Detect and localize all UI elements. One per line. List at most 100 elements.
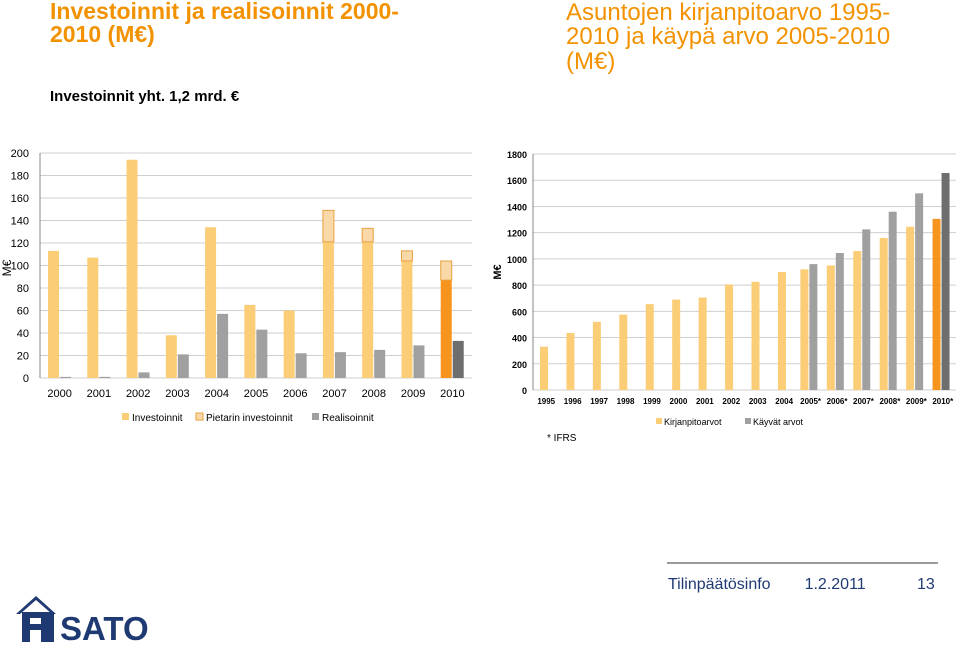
left-y-tick-label: 140 <box>11 216 29 228</box>
left-y-tick-label: 80 <box>17 283 29 295</box>
right-y-tick-label: 800 <box>512 281 527 291</box>
left-y-tick-label: 60 <box>17 306 29 318</box>
investoinnit-bar <box>244 304 256 378</box>
investoinnit-bar <box>48 250 59 378</box>
left-y-tick-label: 100 <box>11 261 29 273</box>
right-y-tick-label: 400 <box>512 334 527 344</box>
right-x-tick-label: 2009* <box>906 397 928 406</box>
kirjanpitoarvo-bar <box>645 304 654 390</box>
kirjanpitoarvo-bar <box>566 332 575 390</box>
right-y-tick-label: 600 <box>512 307 527 317</box>
right-y-tick-label: 1200 <box>507 229 527 239</box>
kirjanpitoarvo-bar <box>777 272 786 390</box>
realisoinnit-bar <box>452 340 464 378</box>
footer-divider <box>667 562 938 564</box>
realisoinnit-bar <box>334 352 346 378</box>
kayva-arvo-bar <box>941 173 950 390</box>
kirjanpitoarvo-bar <box>725 284 734 390</box>
right-x-tick-label: 2002 <box>722 397 740 406</box>
left-x-tick-label: 2007 <box>322 388 346 400</box>
page-number: 13 <box>917 576 935 593</box>
left-x-tick-label: 2005 <box>244 388 268 400</box>
footer-date: 1.2.2011 <box>804 576 866 593</box>
investoinnit-bar <box>126 159 138 378</box>
right-legend-label: Kirjanpitoarvot <box>664 417 722 427</box>
kirjanpitoarvo-bar <box>540 346 548 390</box>
right-legend-swatch <box>745 418 751 424</box>
kirjanpitoarvo-bar <box>853 251 862 390</box>
kirjanpitoarvo-bar <box>751 281 760 390</box>
right-x-tick-label: 2003 <box>749 397 767 406</box>
left-y-axis-label: M€ <box>0 259 14 276</box>
kayva-arvo-bar <box>862 229 871 390</box>
right-x-tick-label: 1995 <box>537 397 555 406</box>
right-y-tick-label: 1800 <box>507 150 527 160</box>
right-x-tick-label: 2010* <box>932 397 954 406</box>
footer-info: Tilinpäätösinfo 1.2.2011 <box>668 576 900 594</box>
left-x-tick-label: 2000 <box>47 388 71 400</box>
right-x-tick-label: 2007* <box>853 397 875 406</box>
realisoinnit-bar <box>295 353 307 378</box>
pietari-bar <box>322 209 335 243</box>
pietari-bar <box>361 227 374 243</box>
realisoinnit-bar <box>138 372 150 378</box>
right-y-tick-label: 200 <box>512 360 527 370</box>
realisoinnit-bar <box>413 345 425 378</box>
kayva-arvo-bar <box>888 211 897 390</box>
investoinnit-bar <box>165 335 177 378</box>
left-x-tick-label: 2010 <box>440 388 464 400</box>
right-y-tick-label: 0 <box>522 386 527 396</box>
kirjanpitoarvo-bar <box>826 265 835 390</box>
left-y-tick-label: 200 <box>11 148 29 160</box>
realisoinnit-bar <box>217 313 229 378</box>
kirjanpitoarvo-bar <box>619 314 628 390</box>
pietari-bar <box>400 250 413 262</box>
left-x-tick-label: 2006 <box>283 388 307 400</box>
left-legend-swatch <box>312 413 319 420</box>
pietari-bar <box>440 260 453 281</box>
right-x-tick-label: 1997 <box>590 397 608 406</box>
left-legend-label: Investoinnit <box>132 413 183 424</box>
realisoinnit-bar <box>256 329 268 378</box>
investoinnit-bar <box>283 310 295 378</box>
investoinnit-bar <box>362 241 374 378</box>
right-x-tick-label: 1996 <box>564 397 582 406</box>
left-chart-subtitle: Investoinnit yht. 1,2 mrd. € <box>50 88 240 105</box>
kirjanpitoarvo-bar <box>932 218 941 390</box>
right-y-axis-label: M€ <box>492 264 504 279</box>
kirjanpitoarvo-bar <box>698 297 707 390</box>
kirjanpitoarvo-bar <box>800 269 809 390</box>
left-legend-label: Realisoinnit <box>322 413 374 424</box>
right-legend-label: Käyvät arvot <box>753 417 804 427</box>
right-footnote: * IFRS <box>547 433 577 444</box>
right-legend-swatch <box>656 418 662 424</box>
right-y-tick-label: 1600 <box>507 176 527 186</box>
right-x-tick-label: 1999 <box>643 397 661 406</box>
realisoinnit-bar <box>374 349 386 378</box>
kirjanpitoarvo-bar <box>672 299 681 390</box>
investoinnit-bar <box>322 241 334 378</box>
left-legend-swatch <box>195 412 204 421</box>
svg-text:SATO: SATO <box>60 610 149 644</box>
investoinnit-bar <box>401 261 413 378</box>
kirjanpitoarvo-bar <box>906 226 915 390</box>
left-x-tick-label: 2001 <box>87 388 111 400</box>
left-y-tick-label: 160 <box>11 193 29 205</box>
left-legend-swatch <box>122 413 129 420</box>
left-x-tick-label: 2009 <box>401 388 425 400</box>
left-y-tick-label: 40 <box>17 328 29 340</box>
kayva-arvo-bar <box>835 252 844 390</box>
right-x-tick-label: 2005* <box>800 397 822 406</box>
investoinnit-bar <box>205 227 217 378</box>
left-y-tick-label: 20 <box>17 351 29 363</box>
sato-logo: SATO <box>16 596 149 644</box>
realisoinnit-bar <box>60 376 71 378</box>
investoinnit-bar <box>440 280 452 378</box>
investoinnit-bar <box>87 257 99 378</box>
left-y-tick-label: 0 <box>23 373 29 385</box>
kayva-arvo-bar <box>809 264 818 390</box>
right-x-tick-label: 1998 <box>617 397 635 406</box>
left-y-tick-label: 180 <box>11 171 29 183</box>
left-legend-label: Pietarin investoinnit <box>206 413 293 424</box>
